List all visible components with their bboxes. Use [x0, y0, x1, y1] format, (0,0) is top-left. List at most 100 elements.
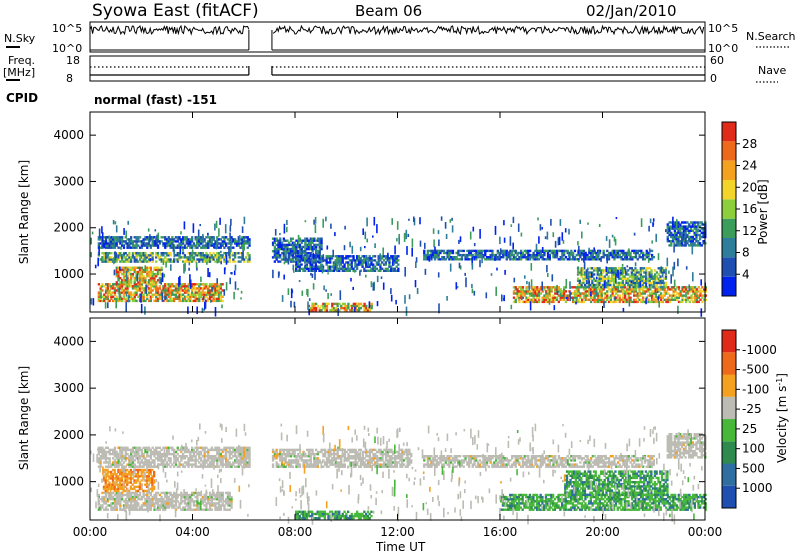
- data-cell: [196, 267, 198, 271]
- data-cell: [199, 450, 203, 454]
- data-cell: [563, 288, 566, 291]
- data-cell: [370, 263, 373, 266]
- data-cell: [217, 465, 221, 468]
- data-cell: [430, 258, 433, 261]
- data-cell: [115, 463, 118, 466]
- data-cell: [487, 258, 490, 261]
- data-cell: [146, 246, 149, 249]
- data-cell: [327, 265, 330, 268]
- data-cell: [293, 245, 296, 249]
- data-cell: [670, 231, 673, 235]
- data-cell: [650, 253, 654, 257]
- data-cell: [273, 260, 276, 263]
- data-cell: [430, 249, 433, 253]
- data-cell: [149, 502, 152, 505]
- data-cell: [536, 258, 539, 261]
- data-cell: [165, 448, 169, 452]
- data-cell: [108, 252, 111, 255]
- data-cell: [131, 272, 135, 276]
- data-cell: [334, 302, 337, 306]
- data-cell: [394, 245, 396, 255]
- data-cell: [545, 292, 548, 295]
- data-cell: [390, 288, 392, 295]
- data-cell: [146, 268, 149, 272]
- data-cell: [138, 283, 142, 286]
- data-cell: [686, 298, 690, 301]
- data-cell: [279, 243, 282, 247]
- data-cell: [532, 253, 535, 257]
- data-cell: [655, 292, 657, 298]
- data-cell: [214, 244, 217, 247]
- data-cell: [137, 272, 140, 276]
- data-cell: [110, 252, 113, 255]
- data-cell: [621, 281, 624, 285]
- data-cell: [216, 259, 219, 264]
- data-cell: [624, 298, 627, 301]
- data-cell: [664, 277, 668, 280]
- data-cell: [144, 281, 147, 284]
- data-cell: [667, 286, 670, 289]
- data-cell: [219, 285, 222, 288]
- data-cell: [234, 450, 237, 454]
- data-cell: [106, 293, 109, 296]
- data-cell: [608, 239, 611, 248]
- data-cell: [140, 506, 143, 509]
- data-cell: [689, 221, 693, 224]
- data-cell: [146, 266, 149, 269]
- data-cell: [106, 283, 109, 286]
- data-cell: [99, 459, 102, 462]
- data-cell: [648, 277, 651, 280]
- data-cell: [621, 279, 624, 282]
- data-cell: [570, 296, 573, 299]
- data-cell: [667, 300, 670, 304]
- data-cell: [171, 299, 174, 303]
- data-cell: [603, 281, 606, 289]
- data-cell: [273, 252, 276, 255]
- data-cell: [110, 287, 113, 290]
- data-cell: [135, 279, 138, 282]
- data-cell: [147, 500, 151, 503]
- data-cell: [668, 231, 671, 235]
- data-cell: [273, 250, 276, 253]
- data-cell: [628, 248, 630, 255]
- data-cell: [130, 459, 133, 462]
- data-cell: [110, 256, 113, 259]
- data-cell: [691, 225, 694, 228]
- data-cell: [702, 229, 705, 232]
- data-cell: [673, 235, 676, 239]
- data-cell: [633, 290, 636, 293]
- data-cell: [585, 279, 589, 282]
- data-cell: [173, 448, 176, 452]
- data-cell: [110, 285, 113, 288]
- data-cell: [212, 285, 215, 288]
- data-cell: [520, 232, 523, 237]
- data-cell: [99, 238, 102, 241]
- data-cell: [108, 504, 111, 507]
- data-cell: [681, 296, 684, 299]
- data-cell: [307, 301, 309, 310]
- data-cell: [633, 256, 636, 259]
- data-cell: [296, 263, 300, 266]
- data-cell: [606, 296, 609, 299]
- data-cell: [596, 271, 599, 274]
- data-cell: [171, 244, 174, 247]
- data-cell: [593, 269, 596, 272]
- data-cell: [330, 293, 332, 296]
- data-cell: [530, 292, 534, 295]
- data-cell: [298, 252, 302, 255]
- data-cell: [693, 244, 696, 247]
- data-cell: [697, 221, 700, 224]
- data-cell: [219, 217, 221, 225]
- data-cell: [180, 283, 183, 286]
- data-cell: [110, 238, 113, 241]
- data-cell: [133, 236, 136, 239]
- data-cell: [306, 239, 309, 242]
- data-cell: [183, 457, 187, 460]
- data-cell: [559, 219, 562, 226]
- data-cell: [703, 294, 706, 297]
- data-cell: [613, 258, 616, 261]
- data-cell: [487, 249, 490, 253]
- data-cell: [121, 268, 124, 272]
- data-cell: [668, 225, 671, 228]
- data-cell: [695, 296, 699, 299]
